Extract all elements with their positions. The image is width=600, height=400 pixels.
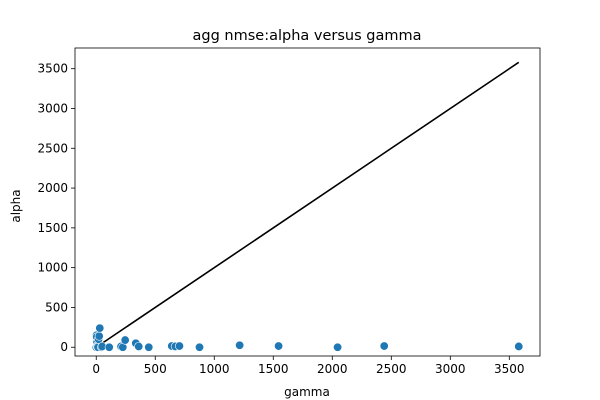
chart-title: agg nmse:alpha versus gamma <box>193 28 422 44</box>
scatter-point <box>120 335 130 345</box>
x-tick-label: 3500 <box>494 362 525 376</box>
axes-frame <box>74 47 541 357</box>
scatter-point <box>104 342 114 352</box>
scatter-point <box>134 341 144 351</box>
y-tick-label: 500 <box>45 300 68 314</box>
y-tick-label: 2000 <box>37 181 68 195</box>
scatter-point <box>144 342 154 352</box>
scatter-point <box>94 331 104 341</box>
reference-line <box>95 61 520 348</box>
scatter-point <box>514 341 524 351</box>
scatter-point <box>174 341 184 351</box>
scatter-point <box>235 340 245 350</box>
x-tick-label: 2000 <box>317 362 348 376</box>
y-tick-label: 3000 <box>37 101 68 115</box>
scatter-point <box>195 342 205 352</box>
x-tick-label: 500 <box>144 362 167 376</box>
scatter-point <box>274 341 284 351</box>
y-tick-label: 1000 <box>37 261 68 275</box>
x-tick-label: 1500 <box>258 362 289 376</box>
y-tick-label: 3500 <box>37 62 68 76</box>
x-tick-label: 1000 <box>199 362 230 376</box>
plot-area <box>74 47 541 357</box>
axis-ticks: 0 500 1000 1500 2000 2500 3000 3500 0 500 1000 1500… <box>37 62 524 376</box>
x-tick-label: 3000 <box>435 362 466 376</box>
y-tick-label: 2500 <box>37 141 68 155</box>
x-tick-label: 0 <box>92 362 100 376</box>
scatter-point <box>333 342 343 352</box>
y-tick-label: 0 <box>60 340 68 354</box>
x-tick-label: 2500 <box>376 362 407 376</box>
scatter-point <box>95 323 105 333</box>
scatter-point <box>379 341 389 351</box>
y-tick-label: 1500 <box>37 221 68 235</box>
y-axis-title: alpha <box>9 189 23 222</box>
x-axis-title: gamma <box>284 385 330 399</box>
